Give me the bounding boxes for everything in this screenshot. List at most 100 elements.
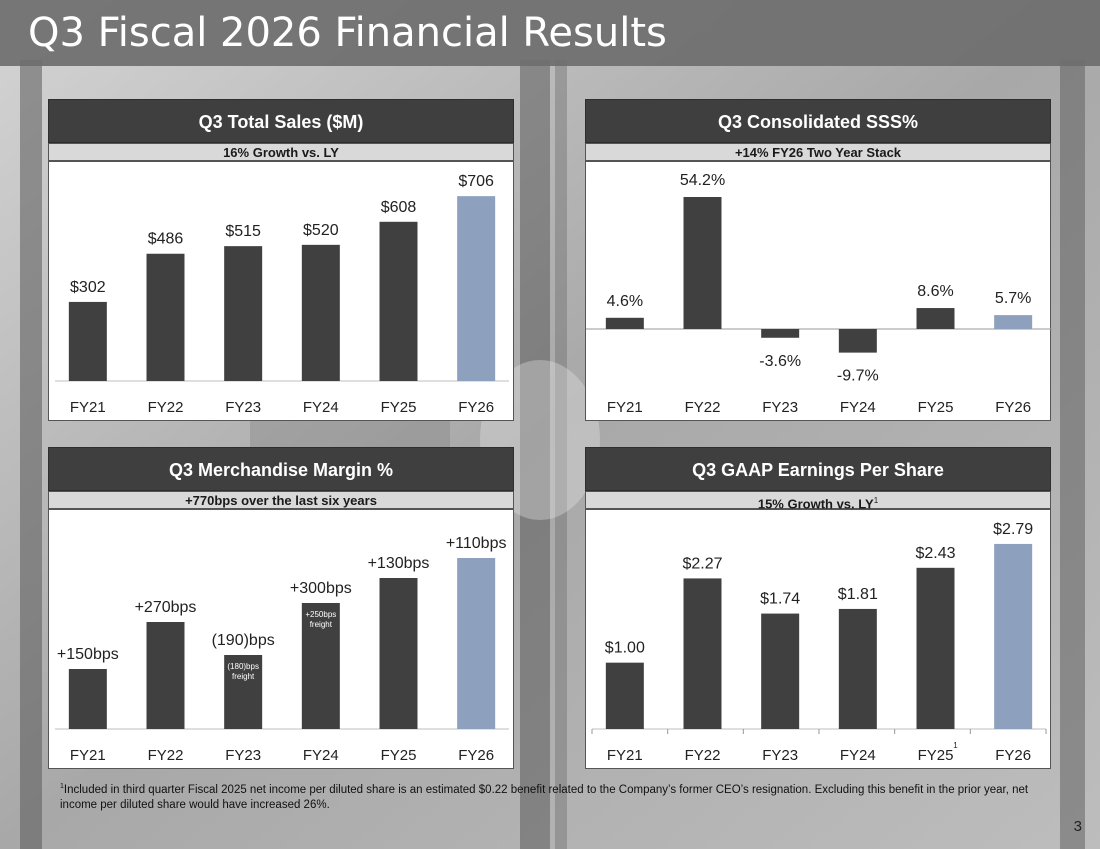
x-tick-label: FY26 <box>995 747 1031 764</box>
data-label: $608 <box>381 199 417 216</box>
footnote: 1Included in third quarter Fiscal 2025 n… <box>60 779 1060 813</box>
bar <box>916 308 955 329</box>
data-label: $1.00 <box>605 640 645 657</box>
x-tick-label: FY21 <box>607 399 643 416</box>
panel-subtitle: 15% Growth vs. LY1 <box>585 491 1051 512</box>
bar-annotation: freight <box>232 672 255 681</box>
x-tick-label: FY24 <box>840 399 876 416</box>
bar <box>683 197 722 329</box>
page-title: Q3 Fiscal 2026 Financial Results <box>28 10 667 56</box>
bar-annotation: freight <box>310 620 333 629</box>
bar <box>605 317 644 329</box>
bar <box>146 253 185 381</box>
total-sales-chart: FY21 FY22 FY23 FY24 FY25 FY26 $302 $486 $515 $520… <box>55 173 509 416</box>
data-label: $302 <box>70 279 106 296</box>
bar <box>994 543 1033 729</box>
data-label: $515 <box>225 223 261 240</box>
data-label: $2.79 <box>993 521 1033 538</box>
data-label: +110bps <box>446 535 507 552</box>
bar <box>68 301 107 381</box>
x-tick-label: FY26 <box>458 399 494 416</box>
x-tick-label: FY23 <box>762 399 798 416</box>
footnote-marker: 1 <box>60 783 64 790</box>
x-tick-label: FY25 <box>381 747 417 764</box>
panel-consolidated-sss: Q3 Consolidated SSS% +14% FY26 Two Year … <box>585 99 1052 421</box>
x-tick-label: FY26 <box>458 747 494 764</box>
x-tick-label: FY23 <box>762 747 798 764</box>
sss-chart: FY21 FY22 FY23 FY24 FY25 FY26 4.6% 54.2% -3.6% -9… <box>586 172 1052 416</box>
chart-area: FY21 FY22 FY23 FY24 FY25 1 FY26 $1.00 $2.27 $1.74… <box>585 509 1051 769</box>
x-tick-label: FY22 <box>685 399 721 416</box>
data-label: 54.2% <box>680 172 725 189</box>
bar <box>605 662 644 729</box>
chart-area: FY21 FY22 FY23 FY24 FY25 FY26 +150bps +270bps (1… <box>48 509 514 769</box>
data-label: $1.81 <box>838 586 878 603</box>
data-label: +300bps <box>290 580 352 597</box>
footnote-marker: 1 <box>953 741 958 750</box>
bar <box>379 221 418 381</box>
bar <box>146 622 185 729</box>
x-tick-label: FY23 <box>225 399 261 416</box>
data-label: -9.7% <box>837 368 879 385</box>
data-label: $520 <box>303 222 339 239</box>
x-tick-label: FY21 <box>70 399 106 416</box>
bar <box>457 558 496 729</box>
x-tick-label: FY22 <box>148 399 184 416</box>
x-tick-label: FY25 <box>918 747 954 764</box>
bar <box>224 246 263 381</box>
x-tick-label: FY25 <box>918 399 954 416</box>
data-label: 8.6% <box>917 283 953 300</box>
footnote-marker: 1 <box>873 496 879 505</box>
chart-area: FY21 FY22 FY23 FY24 FY25 FY26 4.6% 54.2% -3.6% -9… <box>585 161 1052 421</box>
x-tick-label: FY22 <box>148 747 184 764</box>
panel-merchandise-margin: Q3 Merchandise Margin % +770bps over the… <box>48 447 514 769</box>
bar <box>224 655 263 729</box>
x-tick-label: FY21 <box>607 747 643 764</box>
panel-title: Q3 Total Sales ($M) <box>48 99 514 143</box>
bar <box>379 578 418 729</box>
page-number: 3 <box>1073 818 1082 835</box>
data-label: $2.27 <box>682 555 722 572</box>
bar <box>301 603 340 729</box>
bar <box>994 315 1033 329</box>
x-tick-label: FY24 <box>303 747 339 764</box>
panel-subtitle: +770bps over the last six years <box>48 491 514 509</box>
data-label: +270bps <box>135 599 197 616</box>
data-label: $2.43 <box>915 545 955 562</box>
panel-title: Q3 Consolidated SSS% <box>585 99 1051 143</box>
footnote-text: Included in third quarter Fiscal 2025 ne… <box>60 783 1029 811</box>
x-tick-label: FY26 <box>995 399 1031 416</box>
data-label: 5.7% <box>995 290 1031 307</box>
x-tick-label: FY23 <box>225 747 261 764</box>
data-label: $1.74 <box>760 591 800 608</box>
bar <box>301 244 340 381</box>
panel-title: Q3 Merchandise Margin % <box>48 447 514 491</box>
bar <box>916 567 955 729</box>
margin-chart: FY21 FY22 FY23 FY24 FY25 FY26 +150bps +270bps (1… <box>55 535 509 764</box>
chart-area: FY21 FY22 FY23 FY24 FY25 FY26 $302 $486 $515 $520… <box>48 161 514 421</box>
data-label: 4.6% <box>607 293 643 310</box>
panel-gaap-eps: Q3 GAAP Earnings Per Share 15% Growth vs… <box>585 447 1051 769</box>
data-label: -3.6% <box>759 353 801 370</box>
subtitle-text: 15% Growth vs. LY <box>757 496 874 512</box>
title-bar: Q3 Fiscal 2026 Financial Results <box>0 0 1100 66</box>
data-label: +150bps <box>57 646 119 663</box>
bar-annotation: +250bps <box>305 610 336 619</box>
x-tick-label: FY22 <box>685 747 721 764</box>
bar <box>457 196 496 381</box>
panel-subtitle: 16% Growth vs. LY <box>48 143 514 161</box>
bar <box>683 578 722 729</box>
x-tick-label: FY21 <box>70 747 106 764</box>
bar <box>761 613 800 729</box>
panel-title: Q3 GAAP Earnings Per Share <box>585 447 1051 491</box>
bar <box>838 329 877 353</box>
bar-annotation: (180)bps <box>227 662 259 671</box>
panel-subtitle: +14% FY26 Two Year Stack <box>585 143 1051 161</box>
data-label: $486 <box>148 231 184 248</box>
x-tick-label: FY24 <box>303 399 339 416</box>
panel-total-sales: Q3 Total Sales ($M) 16% Growth vs. LY FY… <box>48 99 514 421</box>
x-tick-label: FY24 <box>840 747 876 764</box>
bar <box>761 329 800 338</box>
bar <box>68 669 107 729</box>
